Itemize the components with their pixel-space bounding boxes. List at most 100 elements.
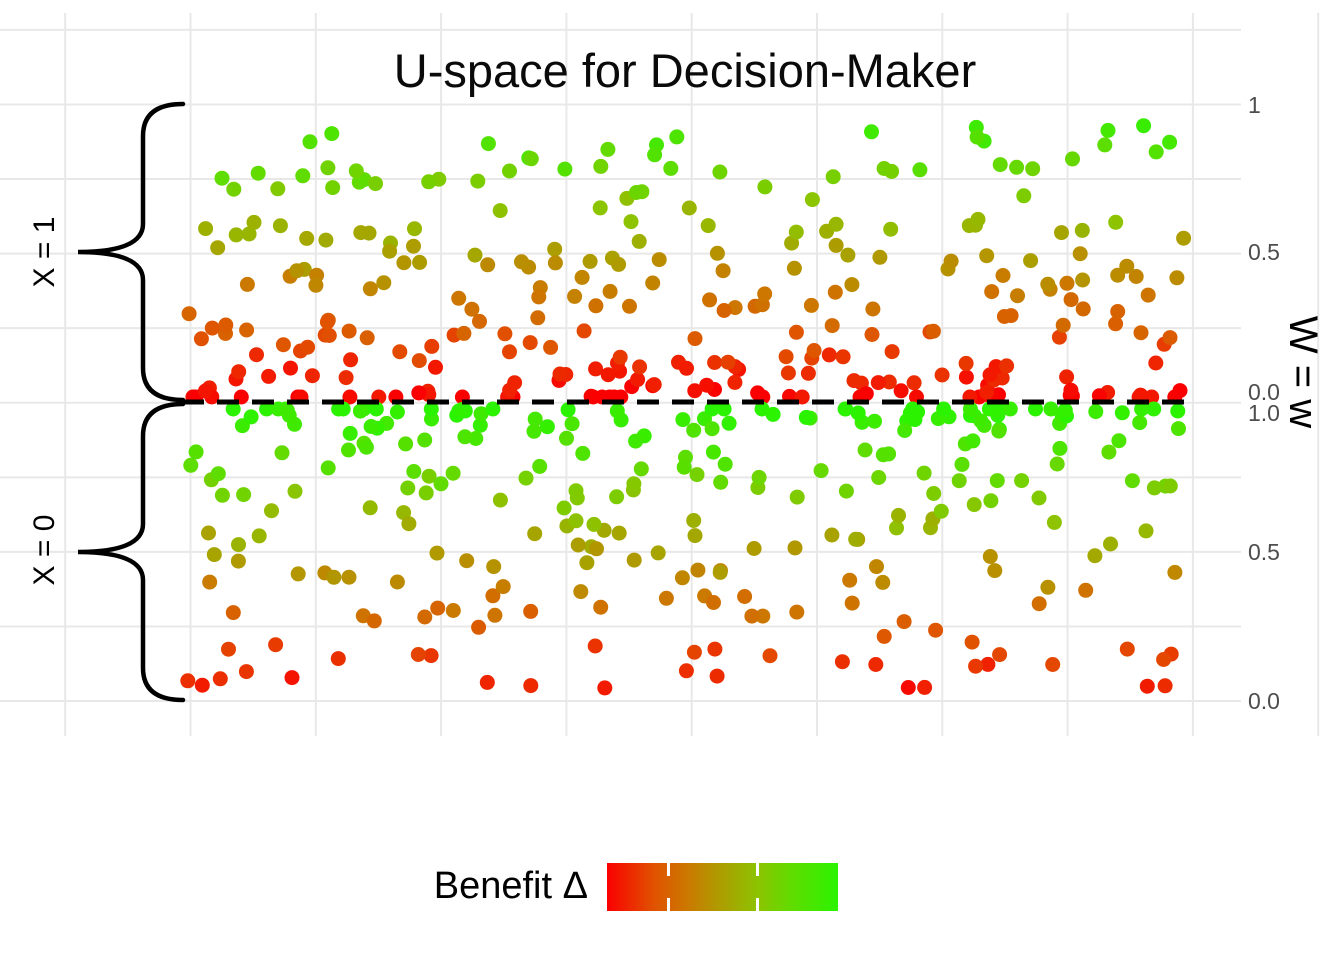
data-point (751, 469, 767, 485)
data-point (864, 327, 880, 342)
data-point (1023, 253, 1039, 269)
data-point (1087, 548, 1103, 564)
data-point (568, 483, 584, 499)
data-point (707, 355, 723, 370)
data-point (788, 224, 804, 240)
data-point (954, 456, 970, 472)
facet-label-x1: X = 1 (28, 216, 61, 288)
data-point (230, 553, 246, 569)
data-point (368, 401, 384, 417)
data-point (966, 497, 982, 513)
data-point (567, 288, 583, 304)
data-point (547, 241, 563, 257)
data-point (875, 574, 891, 590)
data-point (917, 679, 933, 695)
data-point (486, 559, 502, 575)
data-point (646, 377, 662, 393)
data-point (573, 584, 589, 600)
data-point (926, 486, 942, 501)
data-point (502, 344, 517, 360)
facet-brace-x1 (77, 101, 186, 403)
data-point (737, 589, 753, 604)
facet-brace-x0 (77, 401, 186, 703)
data-point (1046, 514, 1062, 530)
data-point (319, 314, 335, 330)
data-point (593, 599, 609, 615)
data-point (470, 173, 486, 189)
data-point (827, 284, 843, 300)
data-point (480, 257, 496, 273)
data-point (645, 275, 661, 291)
data-point (1065, 151, 1080, 167)
data-point (401, 516, 417, 532)
data-point (628, 433, 644, 449)
data-point (686, 513, 702, 528)
data-point (214, 170, 230, 186)
data-point (287, 483, 303, 499)
data-point (331, 401, 347, 417)
data-point (249, 347, 264, 363)
data-point (934, 367, 950, 383)
legend-tick-notch (667, 863, 671, 876)
data-point (872, 249, 888, 265)
data-point (228, 227, 244, 243)
data-point (987, 563, 1003, 579)
data-point (869, 559, 884, 575)
data-point (300, 339, 316, 355)
data-point (238, 664, 254, 680)
data-point (715, 263, 731, 279)
data-point (821, 347, 837, 363)
data-point (704, 421, 720, 437)
data-point (183, 457, 199, 473)
data-point (762, 648, 778, 664)
data-point (750, 385, 766, 401)
data-point (786, 260, 802, 276)
legend-title: Benefit Δ (433, 865, 588, 907)
data-point (707, 641, 723, 657)
data-point (1014, 473, 1030, 489)
data-point (341, 569, 357, 585)
data-point (881, 374, 897, 390)
data-point (587, 638, 603, 654)
data-point (871, 470, 887, 485)
data-point (295, 168, 311, 184)
data-point (798, 409, 814, 425)
data-point (1040, 276, 1056, 292)
data-point (1043, 401, 1059, 417)
data-point (352, 403, 368, 419)
data-point (579, 555, 595, 571)
data-point (241, 226, 257, 242)
data-point (212, 671, 228, 687)
data-point (704, 401, 720, 417)
data-point (943, 253, 959, 269)
data-point (471, 619, 487, 635)
data-point (1031, 596, 1047, 612)
data-point (600, 367, 616, 383)
data-point (686, 422, 702, 438)
data-point (518, 470, 534, 486)
data-point (543, 339, 559, 355)
data-point (480, 136, 496, 152)
data-point (936, 401, 952, 417)
data-point (1057, 402, 1073, 418)
data-point (686, 644, 702, 660)
data-point (650, 545, 666, 561)
data-point (445, 603, 461, 618)
data-point (514, 254, 529, 270)
data-point (457, 429, 473, 445)
data-point (982, 367, 998, 383)
data-point (325, 180, 341, 196)
data-point (210, 240, 226, 256)
data-point (876, 628, 892, 644)
data-point (270, 181, 286, 197)
data-point (1091, 388, 1107, 404)
data-point (479, 674, 495, 690)
data-point (274, 445, 290, 461)
data-point (589, 541, 604, 557)
data-point (221, 641, 236, 657)
data-point (362, 281, 378, 297)
data-point (526, 423, 542, 439)
data-point (951, 473, 967, 489)
data-point (669, 129, 685, 145)
data-point (574, 269, 590, 285)
